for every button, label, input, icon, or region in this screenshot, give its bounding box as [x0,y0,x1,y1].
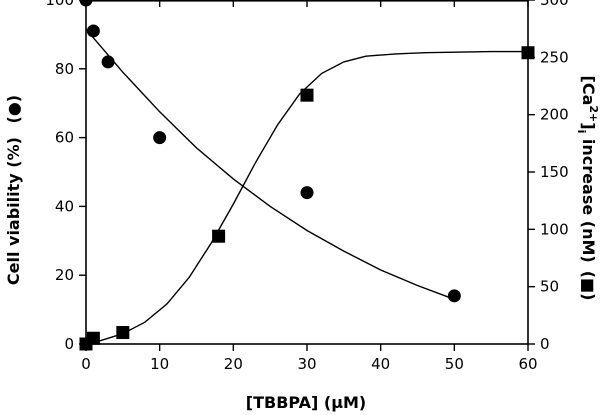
right-axis-label-sup: 2+ [587,105,600,122]
left-axis-marker-label: (●) [4,95,23,124]
axis-ticks: 0 10 20 30 40 50 60020406080100050100150200250… [45,0,569,373]
left-axis-label-group: Cell viability (%) (●) [4,95,23,285]
x-tick-label: 50 [445,355,464,373]
y-left-tick-label: 80 [55,60,74,78]
y-left-tick-label: 60 [55,129,74,147]
circle-data-point [86,24,100,38]
x-tick-label: 40 [371,355,390,373]
circle-series-fit-curve [85,28,455,300]
y-right-tick-label: 300 [540,0,569,9]
y-left-tick-label: 40 [55,197,74,215]
x-tick-label: 0 [81,355,91,373]
right-axis-label-bracket: ] [579,122,598,129]
right-axis-label-base: [Ca [579,76,598,106]
svg-text:[Ca2+]i increase (nM)(■): [Ca2+]i increase (nM) (■) [575,76,600,301]
square-series-fit-curve [85,50,528,345]
y-right-tick-label: 150 [540,163,569,181]
y-left-tick-label: 20 [55,266,74,284]
x-tick-label: 30 [297,355,316,373]
y-left-tick-label: 100 [45,0,74,9]
y-right-tick-label: 50 [540,278,559,296]
circle-data-point [101,55,115,69]
svg-text:Cell viability (%) (●): Cell viability (%) (●) [4,95,23,285]
y-right-tick-label: 0 [540,335,550,353]
y-right-tick-label: 250 [540,48,569,66]
square-data-point [116,326,130,340]
left-axis-label: Cell viability (%) [4,137,23,285]
x-axis-label: [TBBPA] (µM) [246,393,366,412]
circle-data-point [79,0,93,7]
right-axis-label-sub: i [575,130,588,134]
x-tick-label: 10 [150,355,169,373]
square-data-point [521,46,535,60]
circle-data-point [300,186,314,200]
right-axis-marker-label: (■) [579,271,598,301]
circle-data-point [447,289,461,303]
x-tick-label: 20 [224,355,243,373]
right-axis-label-group: [Ca2+]i increase (nM) (■) [575,76,600,301]
y-right-tick-label: 100 [540,220,569,238]
right-axis-label-tail: increase (nM) [579,133,598,262]
fit-curves [85,28,528,345]
data-points [79,0,535,351]
square-data-point [300,88,314,102]
y-left-tick-label: 0 [64,335,74,353]
x-tick-label: 60 [518,355,537,373]
circle-data-point [153,131,167,145]
y-right-tick-label: 200 [540,106,569,124]
square-data-point [86,331,100,345]
square-data-point [212,229,226,243]
